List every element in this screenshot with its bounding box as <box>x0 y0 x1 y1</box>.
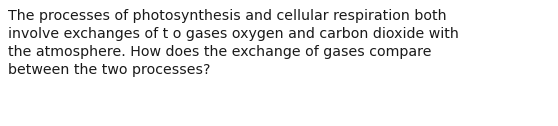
Text: The processes of photosynthesis and cellular respiration both
involve exchanges : The processes of photosynthesis and cell… <box>8 9 459 77</box>
